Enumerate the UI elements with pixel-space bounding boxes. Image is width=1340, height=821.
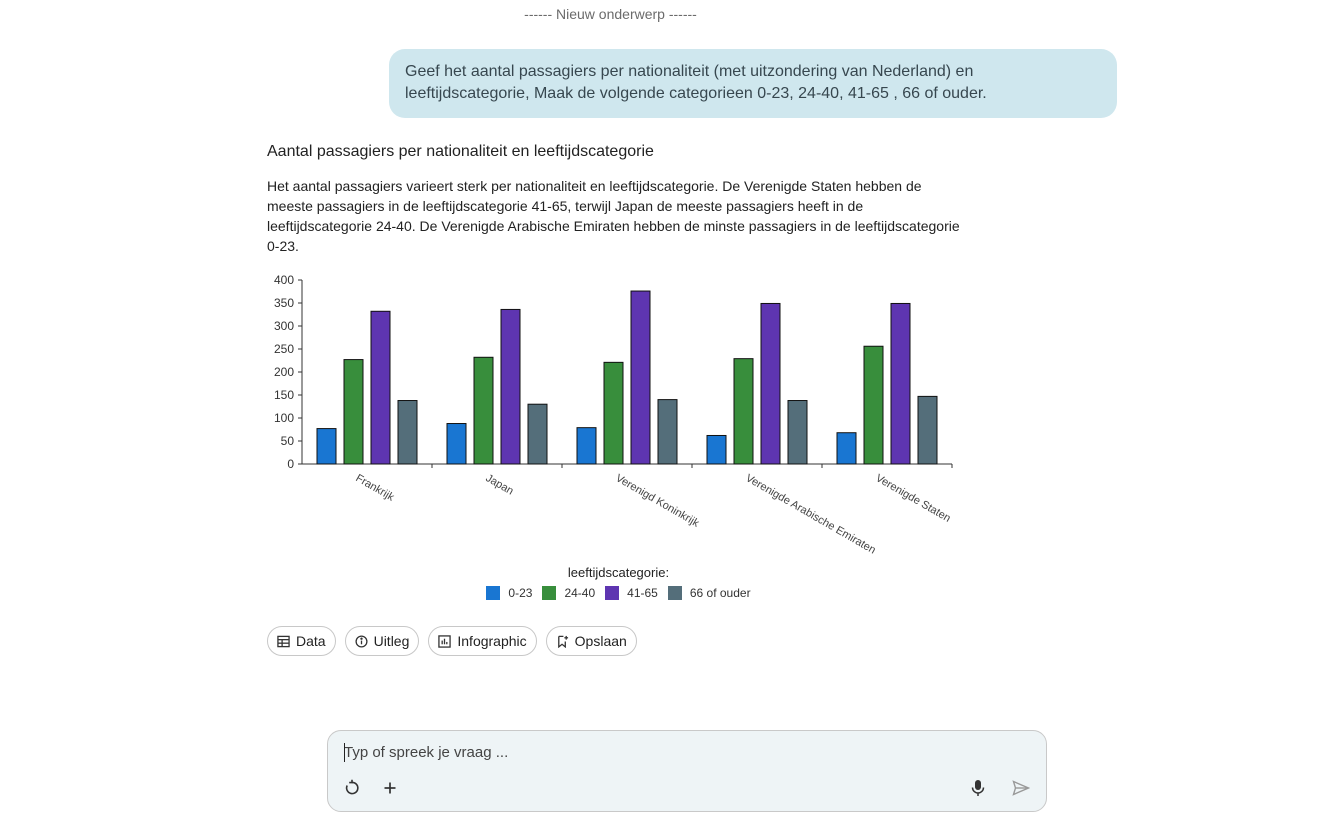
chart-legend: leeftijdscategorie: 0-23 24-40 41-65 66 of …	[267, 565, 970, 600]
bar	[733, 358, 754, 465]
infographic-button[interactable]: Infographic	[428, 626, 537, 656]
bar	[500, 308, 521, 465]
legend-item: 66 of ouder	[667, 586, 751, 600]
send-button[interactable]	[1009, 776, 1033, 800]
y-tick-label: 300	[274, 319, 294, 333]
legend-label: 41-65	[627, 586, 658, 600]
bar	[343, 359, 364, 465]
data-button-label: Data	[296, 633, 326, 649]
y-tick-label: 50	[281, 434, 295, 448]
y-tick-label: 200	[274, 365, 294, 379]
answer-text: Het aantal passagiers varieert sterk per…	[267, 178, 960, 254]
text-caret	[344, 743, 345, 762]
bar	[863, 345, 884, 465]
info-icon	[355, 634, 368, 648]
x-tick-label: Verenigde Arabische Emiraten	[744, 472, 878, 556]
x-tick-label: Japan	[484, 472, 516, 497]
legend-label: 0-23	[508, 586, 533, 600]
bar-chart: 0 50 100 150 200 250 300 350 400 Frankrijk Japan Ve…	[274, 273, 953, 557]
new-topic-divider: ------ Nieuw onderwerp ------	[524, 6, 697, 22]
legend-title: leeftijdscategorie:	[567, 565, 670, 580]
bar	[316, 428, 337, 465]
microphone-icon	[971, 780, 985, 796]
bar	[446, 423, 467, 465]
bar	[370, 310, 391, 465]
legend-label: 24-40	[564, 586, 596, 600]
plus-icon	[384, 782, 396, 794]
reset-button[interactable]	[340, 776, 364, 800]
user-message-bubble: Geef het aantal passagiers per nationali…	[389, 49, 1117, 118]
bar	[787, 400, 808, 465]
question-input[interactable]	[344, 741, 944, 763]
legend-swatch	[605, 586, 620, 600]
legend-swatch	[542, 586, 557, 600]
legend-swatch	[667, 586, 682, 600]
bar	[527, 403, 548, 465]
bar	[630, 290, 651, 465]
opslaan-button[interactable]: Opslaan	[545, 626, 637, 656]
add-button[interactable]	[378, 776, 402, 800]
microphone-button[interactable]	[966, 776, 990, 800]
answer-title: Aantal passagiers per nationaliteit en l…	[267, 143, 654, 160]
bookmark-add-icon	[557, 635, 568, 648]
bar	[836, 432, 857, 465]
data-button[interactable]: Data	[267, 626, 336, 656]
y-tick-label: 0	[287, 457, 294, 471]
bar	[473, 356, 494, 465]
message-composer	[327, 730, 1047, 812]
table-icon	[277, 635, 290, 647]
x-tick-label: Verenigde Staten	[874, 472, 953, 525]
legend-items: 0-23 24-40 41-65 66 of ouder	[267, 586, 970, 600]
refresh-icon	[345, 779, 359, 795]
y-tick-label: 250	[274, 342, 294, 356]
y-tick-label: 400	[274, 273, 294, 287]
infographic-button-label: Infographic	[457, 633, 527, 649]
y-tick-label: 100	[274, 411, 294, 425]
uitleg-button[interactable]: Uitleg	[344, 626, 420, 656]
legend-item: 24-40	[542, 586, 595, 600]
chart-icon	[438, 634, 452, 648]
bar	[890, 302, 911, 465]
user-message-text: Geef het aantal passagiers per nationali…	[405, 63, 987, 102]
answer-actions: Data Uitleg Infographic Opslaan	[267, 626, 637, 656]
y-tick-label: 150	[274, 388, 294, 402]
bar	[576, 427, 597, 465]
bar	[760, 302, 781, 465]
opslaan-button-label: Opslaan	[574, 633, 627, 649]
x-tick-label: Verenigd Koninkrijk	[614, 472, 702, 530]
bar	[603, 361, 624, 465]
send-icon	[1012, 780, 1030, 796]
bar	[657, 399, 678, 465]
y-tick-label: 350	[274, 296, 294, 310]
legend-label: 66 of ouder	[689, 586, 751, 600]
uitleg-button-label: Uitleg	[373, 633, 410, 649]
legend-swatch	[486, 586, 501, 600]
legend-item: 0-23	[486, 586, 532, 600]
bar	[397, 400, 418, 465]
bar	[917, 395, 938, 465]
x-tick-label: Frankrijk	[354, 472, 397, 504]
bar	[706, 434, 727, 465]
legend-item: 41-65	[605, 586, 658, 600]
